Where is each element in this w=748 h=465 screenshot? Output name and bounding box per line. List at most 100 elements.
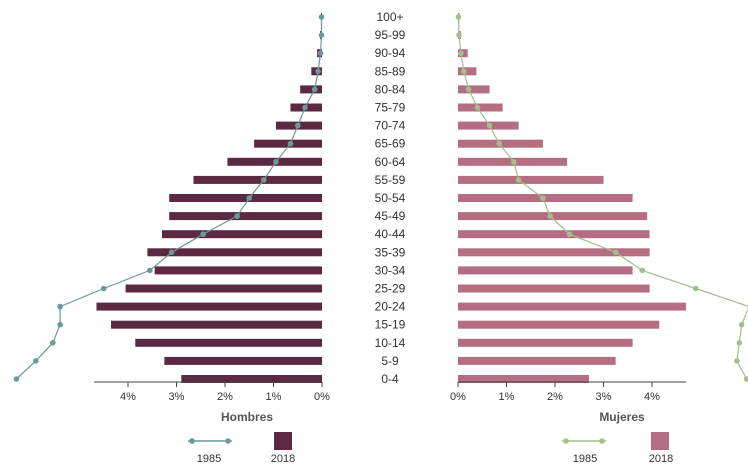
- mujeres-2018-bar-75-79: [458, 103, 503, 112]
- mujeres-1985-point-75-79: [474, 104, 481, 111]
- age-label-70-74: 70-74: [375, 119, 406, 133]
- hombres-1985-point-85-89: [315, 68, 321, 75]
- hombres-2018-bar-0-4: [181, 375, 322, 383]
- hombres-2018-bar-80-84: [300, 85, 322, 94]
- legend-1985-label-mujeres: 1985: [573, 453, 597, 465]
- hombres-1985-point-20-24: [57, 303, 63, 310]
- legend-2018-label-mujeres: 2018: [649, 453, 673, 465]
- mujeres-x-tick-label-2: 2%: [547, 391, 563, 403]
- mujeres-1985-point-60-64: [510, 159, 517, 165]
- mujeres-1985-point-85-89: [461, 68, 467, 75]
- hombres-2018-bar-55-59: [193, 175, 322, 184]
- hombres-1985-point-100+: [318, 14, 325, 20]
- hombres-panel-title: Hombres: [221, 410, 273, 424]
- age-label-65-69: 65-69: [375, 137, 406, 151]
- mujeres-2018-bar-35-39: [458, 248, 650, 257]
- hombres-2018-bar-50-54: [169, 194, 322, 202]
- mujeres-1985-point-30-34: [639, 267, 646, 274]
- mujeres-1985-point-10-14: [736, 340, 743, 346]
- age-label-100+: 100+: [376, 10, 403, 24]
- hombres-2018-bar-15-19: [111, 320, 323, 329]
- hombres-1985-point-10-14: [50, 340, 56, 346]
- age-label-20-24: 20-24: [375, 300, 406, 314]
- mujeres-2018-bar-5-9: [458, 356, 616, 365]
- legend-1985-marker-mujeres-b: [599, 438, 605, 444]
- age-label-90-94: 90-94: [375, 46, 406, 60]
- hombres-1985-point-15-19: [57, 321, 63, 328]
- hombres-x-tick-label-1: 1%: [266, 391, 282, 403]
- hombres-1985-point-75-79: [302, 104, 308, 111]
- hombres-1985-point-0-4: [13, 376, 20, 382]
- age-group-labels: 0-4 5-9 10-14 15-19 20-24 25-29 30-34 35-39 40-4…: [375, 10, 406, 386]
- age-label-75-79: 75-79: [375, 101, 406, 115]
- legend-2018-swatch-mujeres: [651, 432, 669, 450]
- hombres-2018-bar-40-44: [161, 230, 322, 239]
- mujeres-1985-point-0-4: [743, 376, 748, 382]
- hombres-1985-point-35-39: [168, 249, 175, 256]
- legend-1985-marker-mujeres-a: [563, 438, 569, 444]
- mujeres-panel-title: Mujeres: [599, 410, 645, 424]
- mujeres-1985-point-90-94: [458, 50, 464, 56]
- legend-hombres: 1985 2018: [188, 432, 295, 465]
- age-label-45-49: 45-49: [375, 209, 406, 223]
- mujeres-2018-bar-55-59: [458, 175, 604, 184]
- hombres-2018-bar-30-34: [154, 266, 322, 275]
- hombres-2018-bar-10-14: [135, 338, 322, 347]
- mujeres-x-tick-label-4: 4%: [644, 391, 660, 403]
- mujeres-x-tick-label-0: 0%: [450, 391, 466, 403]
- mujeres-2018-bar-30-34: [458, 266, 633, 275]
- age-label-25-29: 25-29: [375, 282, 406, 296]
- mujeres-1985-point-25-29: [692, 285, 699, 292]
- mujeres-1985-point-40-44: [566, 231, 573, 237]
- age-label-85-89: 85-89: [375, 64, 406, 78]
- age-label-95-99: 95-99: [375, 28, 406, 42]
- mujeres-1985-point-45-49: [547, 213, 553, 219]
- hombres-bars: [96, 13, 323, 383]
- mujeres-2018-bar-15-19: [458, 320, 660, 329]
- age-label-50-54: 50-54: [375, 191, 406, 205]
- age-label-10-14: 10-14: [375, 336, 406, 350]
- age-label-40-44: 40-44: [375, 227, 406, 241]
- mujeres-1985-point-5-9: [734, 358, 740, 364]
- legend-1985-marker-hombres-a: [189, 438, 195, 444]
- hombres-1985-point-55-59: [261, 177, 267, 183]
- mujeres-1985-point-35-39: [612, 249, 619, 256]
- hombres-2018-bar-35-39: [147, 248, 322, 257]
- mujeres-x-tick-label-1: 1%: [499, 391, 515, 403]
- age-label-55-59: 55-59: [375, 173, 406, 187]
- x-axes: 4% 3% 2% 1% 0% 0% 1% 2% 3% 4%: [94, 381, 686, 403]
- hombres-1985-point-65-69: [287, 140, 294, 147]
- mujeres-1985-point-80-84: [465, 86, 472, 93]
- hombres-1985-point-50-54: [246, 195, 253, 201]
- hombres-1985-point-40-44: [200, 231, 206, 237]
- mujeres-1985-point-65-69: [496, 140, 503, 147]
- hombres-1985-point-80-84: [311, 86, 318, 93]
- hombres-2018-bar-25-29: [125, 284, 322, 293]
- hombres-2018-bar-45-49: [169, 212, 322, 221]
- age-label-60-64: 60-64: [375, 155, 406, 169]
- hombres-1985-point-95-99: [318, 32, 325, 38]
- mujeres-2018-bar-25-29: [458, 284, 650, 293]
- mujeres-2018-bar-0-4: [458, 375, 589, 383]
- age-label-30-34: 30-34: [375, 263, 406, 277]
- hombres-x-tick-label-4: 4%: [120, 391, 136, 403]
- mujeres-2018-bar-80-84: [458, 85, 490, 94]
- mujeres-2018-bar-20-24: [458, 302, 686, 311]
- hombres-2018-bar-5-9: [164, 356, 322, 365]
- legend-mujeres: 1985 2018: [562, 432, 673, 465]
- mujeres-1985-point-100+: [455, 14, 462, 20]
- hombres-1985-point-60-64: [273, 159, 279, 165]
- hombres-x-tick-label-2: 2%: [217, 391, 233, 403]
- mujeres-1985-point-50-54: [540, 195, 546, 201]
- mujeres-2018-bar-40-44: [458, 230, 650, 239]
- series-1985-lines: [13, 14, 748, 382]
- mujeres-2018-bar-85-89: [458, 67, 477, 76]
- mujeres-2018-bar-10-14: [458, 338, 633, 347]
- hombres-1985-point-45-49: [234, 213, 240, 219]
- mujeres-bars: [458, 13, 686, 383]
- legend-2018-label-hombres: 2018: [271, 453, 295, 465]
- mujeres-1985-point-70-74: [486, 122, 493, 129]
- age-label-0-4: 0-4: [381, 372, 399, 386]
- age-label-15-19: 15-19: [375, 318, 406, 332]
